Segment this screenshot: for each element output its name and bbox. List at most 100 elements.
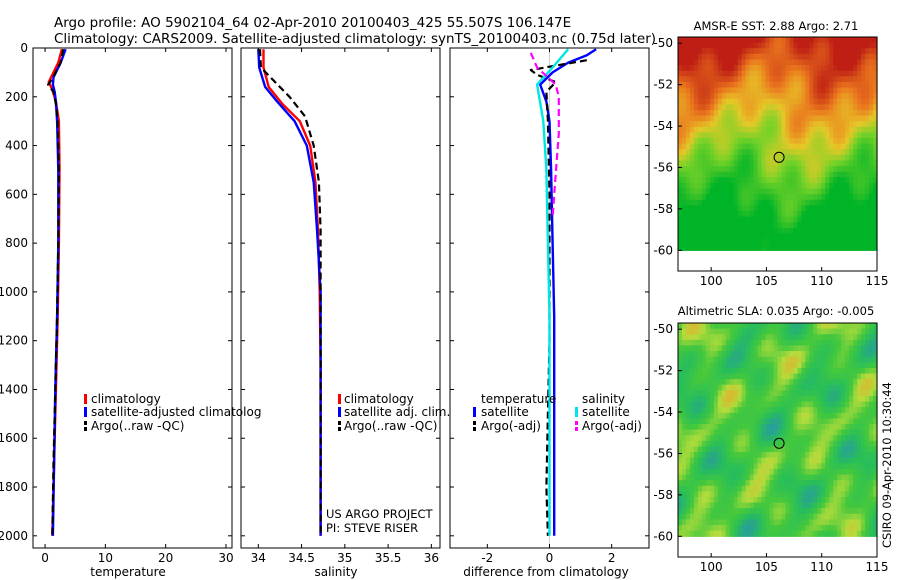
heatmap-cell bbox=[773, 132, 779, 139]
heatmap-cell bbox=[789, 143, 795, 150]
heatmap-cell bbox=[745, 205, 751, 212]
heatmap-cell bbox=[745, 356, 751, 363]
heatmap-cell bbox=[681, 59, 687, 66]
heatmap-cell bbox=[753, 379, 759, 386]
heatmap-cell bbox=[678, 390, 683, 397]
heatmap-cell bbox=[753, 59, 759, 66]
heatmap-cell bbox=[689, 401, 695, 408]
heatmap-cell bbox=[678, 194, 683, 201]
heatmap-cell bbox=[857, 143, 862, 150]
heatmap-cell bbox=[689, 429, 695, 436]
heatmap-cell bbox=[745, 508, 751, 515]
heatmap-cell bbox=[781, 171, 787, 178]
heatmap-cell bbox=[821, 48, 826, 55]
heatmap-cell bbox=[713, 121, 719, 128]
heatmap-cell bbox=[777, 222, 783, 229]
salinity-ticks: 34 34.5 35 35.5 36 bbox=[241, 47, 440, 565]
heatmap-cell bbox=[853, 334, 858, 341]
heatmap-cell bbox=[749, 485, 755, 492]
heatmap-cell bbox=[757, 143, 763, 150]
heatmap-cell bbox=[865, 227, 870, 235]
heatmap-cell bbox=[821, 323, 826, 330]
heatmap-cell bbox=[697, 48, 703, 55]
heatmap-cell bbox=[797, 93, 802, 100]
heatmap-cell bbox=[861, 53, 866, 61]
heatmap-cell bbox=[841, 177, 846, 184]
heatmap-cell bbox=[801, 211, 806, 218]
heatmap-cell bbox=[729, 182, 735, 190]
heatmap-cell bbox=[849, 194, 854, 201]
heatmap-cell bbox=[729, 407, 735, 414]
heatmap-cell bbox=[777, 508, 783, 515]
heatmap-cell bbox=[785, 166, 791, 173]
heatmap-cell bbox=[869, 115, 874, 122]
heatmap-cell bbox=[678, 525, 683, 532]
heatmap-cell bbox=[777, 373, 783, 380]
heatmap-cell bbox=[689, 367, 695, 375]
heatmap-cell bbox=[741, 177, 747, 184]
heatmap-cell bbox=[705, 171, 711, 178]
heatmap-cell bbox=[737, 149, 743, 156]
heatmap-cell bbox=[749, 491, 755, 498]
heatmap-cell bbox=[733, 115, 739, 122]
heatmap-cell bbox=[681, 177, 687, 184]
heatmap-cell bbox=[713, 126, 719, 134]
heatmap-cell bbox=[753, 138, 759, 145]
heatmap-cell bbox=[721, 160, 727, 167]
heatmap-cell bbox=[869, 177, 874, 184]
heatmap-cell bbox=[853, 452, 858, 459]
heatmap-cell bbox=[737, 222, 743, 229]
heatmap-cell bbox=[737, 485, 743, 492]
heatmap-cell bbox=[769, 87, 775, 94]
heatmap-cell bbox=[705, 65, 711, 72]
heatmap-cell bbox=[725, 328, 731, 335]
heatmap-cell bbox=[725, 390, 731, 397]
heatmap-cell bbox=[701, 491, 707, 498]
heatmap-cell bbox=[737, 177, 743, 184]
heatmap-cell bbox=[865, 390, 870, 397]
heatmap-cell bbox=[685, 525, 691, 532]
heatmap-cell bbox=[789, 76, 795, 83]
heatmap-cell bbox=[689, 440, 695, 448]
heatmap-cell bbox=[861, 65, 866, 72]
heatmap-cell bbox=[757, 339, 763, 347]
heatmap-cell bbox=[757, 177, 763, 184]
heatmap-cell bbox=[753, 323, 759, 330]
heatmap-cell bbox=[701, 339, 707, 347]
heatmap-cell bbox=[689, 70, 695, 77]
heatmap-cell bbox=[721, 171, 727, 178]
heatmap-cell bbox=[737, 211, 743, 218]
heatmap-cell bbox=[733, 345, 739, 352]
heatmap-cell bbox=[829, 480, 834, 487]
heatmap-cell bbox=[733, 87, 739, 94]
heatmap-cell bbox=[685, 233, 691, 240]
heatmap-cell bbox=[817, 407, 822, 414]
heatmap-cell bbox=[745, 233, 751, 240]
heatmap-cell bbox=[789, 480, 795, 487]
heatmap-cell bbox=[733, 37, 739, 44]
heatmap-cell bbox=[797, 485, 802, 492]
heatmap-cell bbox=[761, 362, 767, 369]
heatmap-cell bbox=[681, 166, 687, 173]
heatmap-cell bbox=[717, 395, 723, 403]
heatmap-cell bbox=[845, 497, 850, 504]
heatmap-cell bbox=[865, 121, 870, 128]
heatmap-cell bbox=[813, 384, 818, 391]
heatmap-cell bbox=[781, 379, 787, 386]
heatmap-cell bbox=[777, 412, 783, 420]
heatmap-cell bbox=[678, 149, 683, 156]
heatmap-cell bbox=[869, 328, 874, 335]
heatmap-cell bbox=[781, 485, 787, 492]
heatmap-cell bbox=[693, 323, 699, 330]
heatmap-cell bbox=[793, 384, 798, 391]
heatmap-cell bbox=[777, 356, 783, 363]
heatmap-cell bbox=[833, 182, 838, 190]
heatmap-cell bbox=[697, 37, 703, 44]
heatmap-cell bbox=[805, 356, 810, 363]
heatmap-cell bbox=[765, 37, 771, 44]
heatmap-cell bbox=[853, 115, 858, 122]
heatmap-cell bbox=[785, 227, 791, 235]
heatmap-cell bbox=[729, 429, 735, 436]
heatmap-cell bbox=[833, 42, 838, 49]
heatmap-cell bbox=[745, 53, 751, 61]
